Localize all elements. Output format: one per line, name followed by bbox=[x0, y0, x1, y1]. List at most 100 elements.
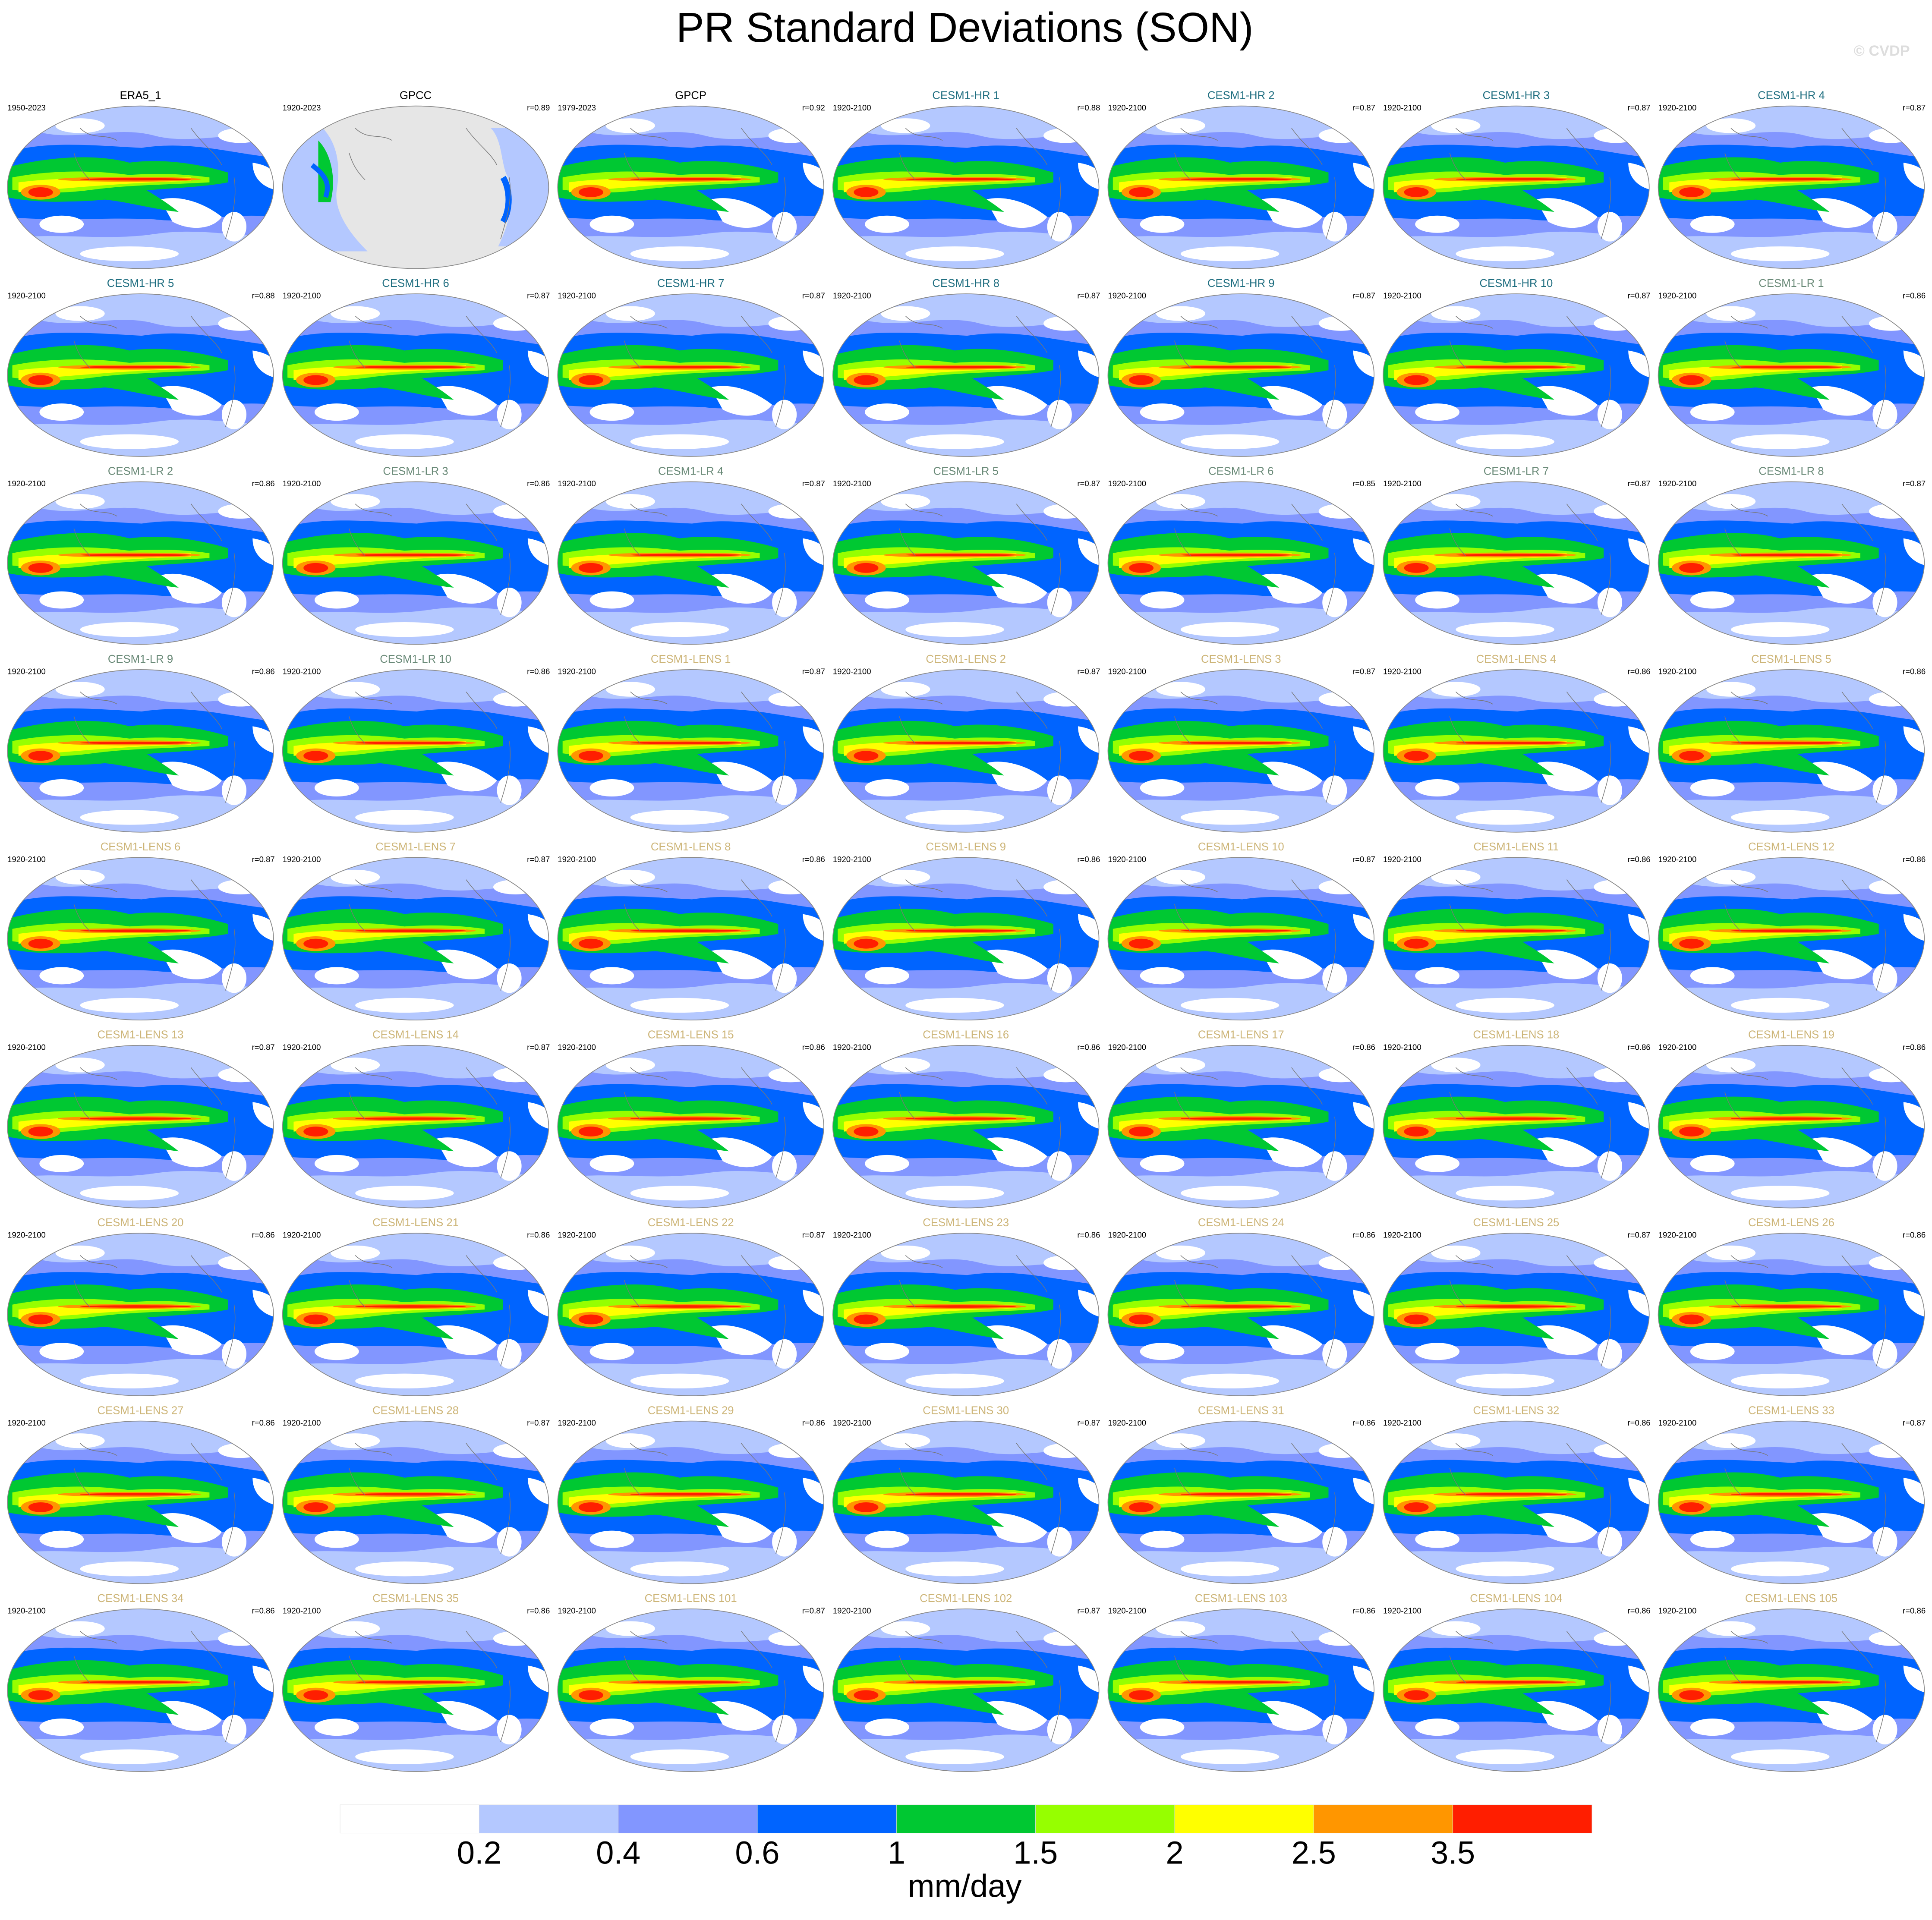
panel-correlation: r=0.87 bbox=[527, 855, 550, 864]
panel-title: CESM1-LENS 8 bbox=[651, 841, 731, 853]
panel-correlation: r=0.86 bbox=[252, 479, 275, 488]
panel-period: 1920-2100 bbox=[1383, 1418, 1421, 1427]
map-panel bbox=[1382, 855, 1650, 1023]
panel-period: 1920-2100 bbox=[1108, 667, 1146, 676]
panel-period: 1920-2100 bbox=[1658, 1606, 1697, 1615]
panel-period: 1920-2100 bbox=[833, 855, 871, 864]
panel-title: CESM1-LENS 33 bbox=[1748, 1405, 1834, 1417]
panel-correlation: r=0.88 bbox=[252, 291, 275, 300]
panel-title: CESM1-LENS 23 bbox=[923, 1217, 1009, 1229]
panel-correlation: r=0.86 bbox=[527, 1231, 550, 1240]
panel-period: 1920-2100 bbox=[1383, 291, 1421, 300]
panel-period: 1920-2100 bbox=[1658, 1231, 1697, 1240]
map-panel bbox=[556, 1419, 825, 1586]
panel-period: 1979-2023 bbox=[558, 103, 596, 112]
colorbar-box bbox=[1174, 1804, 1314, 1834]
map-panel bbox=[1657, 104, 1926, 271]
panel-period: 1920-2100 bbox=[833, 1606, 871, 1615]
map-panel bbox=[832, 667, 1100, 834]
map-panel bbox=[281, 855, 550, 1023]
panel-title: CESM1-LENS 5 bbox=[1751, 653, 1831, 665]
panel-period: 1920-2100 bbox=[7, 667, 46, 676]
map-panel bbox=[832, 291, 1100, 459]
map-panel bbox=[1107, 1419, 1375, 1586]
map-panel bbox=[832, 1231, 1100, 1398]
colorbar-unit: mm/day bbox=[908, 1868, 1022, 1904]
panel-period: 1920-2100 bbox=[7, 479, 46, 488]
panel-title: CESM1-LENS 35 bbox=[372, 1593, 459, 1605]
map-panel bbox=[1107, 1043, 1375, 1210]
panel-title: ERA5_1 bbox=[120, 90, 161, 102]
colorbar-box bbox=[479, 1804, 619, 1834]
map-panel bbox=[1657, 291, 1926, 459]
map-panel bbox=[556, 855, 825, 1023]
panel-period: 1920-2100 bbox=[7, 1042, 46, 1051]
panel-title: CESM1-LENS 26 bbox=[1748, 1217, 1834, 1229]
panel-correlation: r=0.86 bbox=[252, 1231, 275, 1240]
panel-period: 1920-2100 bbox=[833, 1042, 871, 1051]
panel-period: 1920-2100 bbox=[1658, 855, 1697, 864]
panel-correlation: r=0.87 bbox=[1627, 1231, 1650, 1240]
map-panel bbox=[281, 1606, 550, 1774]
panel-period: 1920-2100 bbox=[1658, 1418, 1697, 1427]
map-panel bbox=[6, 855, 274, 1023]
map-panel bbox=[6, 1231, 274, 1398]
panel-title: CESM1-LENS 12 bbox=[1748, 841, 1834, 853]
panel-period: 1920-2100 bbox=[1383, 1042, 1421, 1051]
panel-period: 1920-2100 bbox=[7, 855, 46, 864]
map-panel bbox=[1657, 479, 1926, 647]
panel-title: CESM1-LENS 7 bbox=[375, 841, 456, 853]
panel-correlation: r=0.86 bbox=[527, 1606, 550, 1615]
map-panel bbox=[832, 1606, 1100, 1774]
panel-period: 1920-2100 bbox=[283, 667, 321, 676]
panel-correlation: r=0.87 bbox=[1903, 1418, 1926, 1427]
panel-title: CESM1-LR 4 bbox=[658, 465, 723, 477]
panel-correlation: r=0.86 bbox=[527, 667, 550, 676]
panel-correlation: r=0.86 bbox=[1352, 1042, 1375, 1051]
panel-period: 1920-2100 bbox=[283, 1042, 321, 1051]
panel-period: 1920-2100 bbox=[833, 479, 871, 488]
map-panel bbox=[1107, 1231, 1375, 1398]
map-panel bbox=[832, 855, 1100, 1023]
panel-correlation: r=0.86 bbox=[1903, 1231, 1926, 1240]
colorbar-box bbox=[1313, 1804, 1453, 1834]
panel-period: 1920-2100 bbox=[283, 855, 321, 864]
panel-title: CESM1-LR 1 bbox=[1759, 277, 1824, 290]
panel-title: CESM1-LENS 30 bbox=[923, 1405, 1009, 1417]
panel-title: CESM1-HR 1 bbox=[932, 90, 999, 102]
panel-period: 1920-2100 bbox=[1658, 1042, 1697, 1051]
panel-correlation: r=0.87 bbox=[1077, 479, 1100, 488]
map-panel bbox=[1382, 291, 1650, 459]
map-panel bbox=[1107, 855, 1375, 1023]
panel-title: CESM1-LENS 28 bbox=[372, 1405, 459, 1417]
panel-title: CESM1-LENS 19 bbox=[1748, 1029, 1834, 1041]
panel-period: 1920-2100 bbox=[283, 1418, 321, 1427]
panel-correlation: r=0.87 bbox=[1903, 103, 1926, 112]
panel-period: 1920-2100 bbox=[558, 1606, 596, 1615]
colorbar-box bbox=[896, 1804, 1036, 1834]
panel-correlation: r=0.87 bbox=[1627, 479, 1650, 488]
panel-period: 1920-2100 bbox=[1108, 479, 1146, 488]
panel-correlation: r=0.87 bbox=[1077, 1418, 1100, 1427]
panel-correlation: r=0.86 bbox=[1077, 1231, 1100, 1240]
panel-period: 1920-2100 bbox=[558, 1042, 596, 1051]
panel-title: CESM1-HR 3 bbox=[1483, 90, 1550, 102]
panel-correlation: r=0.86 bbox=[1627, 1418, 1650, 1427]
panel-title: CESM1-HR 5 bbox=[107, 277, 174, 290]
panel-correlation: r=0.86 bbox=[1627, 667, 1650, 676]
map-panel bbox=[1382, 104, 1650, 271]
panel-title: CESM1-LR 10 bbox=[380, 653, 451, 665]
panel-correlation: r=0.87 bbox=[1627, 103, 1650, 112]
map-panel bbox=[1382, 667, 1650, 834]
panel-correlation: r=0.86 bbox=[802, 855, 825, 864]
map-panel bbox=[832, 1419, 1100, 1586]
panel-title: CESM1-LENS 18 bbox=[1473, 1029, 1559, 1041]
panel-period: 1920-2100 bbox=[833, 103, 871, 112]
panel-title: CESM1-LR 9 bbox=[108, 653, 173, 665]
map-panel bbox=[1107, 667, 1375, 834]
panel-period: 1920-2100 bbox=[7, 1418, 46, 1427]
panel-period: 1920-2100 bbox=[1658, 103, 1697, 112]
panel-correlation: r=0.87 bbox=[527, 1042, 550, 1051]
